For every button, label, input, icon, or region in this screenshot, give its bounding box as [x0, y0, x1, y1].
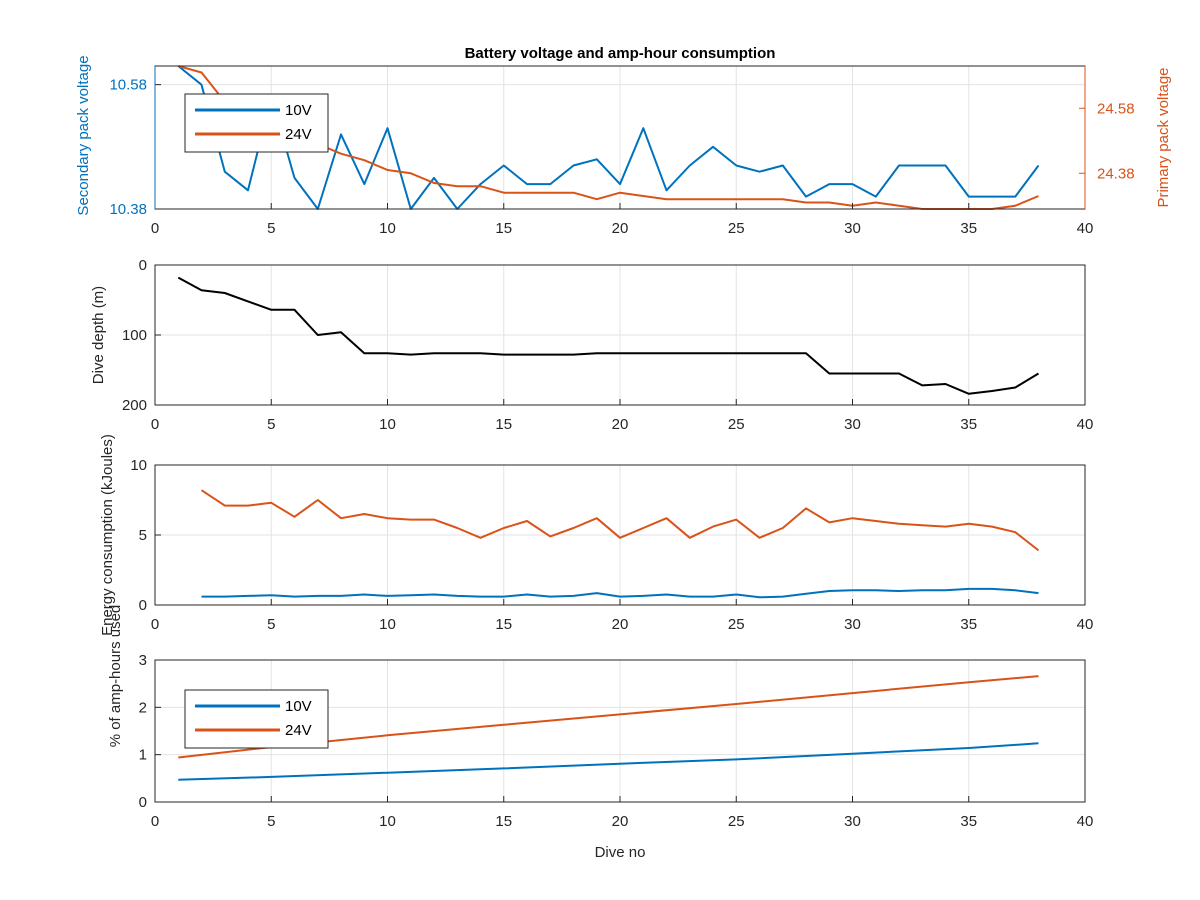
y-tick-label: 5: [139, 527, 147, 544]
x-tick-label: 15: [495, 616, 512, 633]
x-tick-label: 35: [960, 220, 977, 237]
x-tick-label: 0: [151, 220, 159, 237]
y-right-tick-label: 24.38: [1097, 165, 1135, 182]
x-tick-label: 15: [495, 813, 512, 830]
legend-label: 24V: [285, 126, 312, 143]
x-tick-label: 35: [960, 416, 977, 433]
x-tick-label: 15: [495, 220, 512, 237]
y-axis-label: Energy consumption (kJoules): [99, 434, 116, 636]
y-axis-label: Dive depth (m): [90, 286, 107, 384]
y-tick-label: 2: [139, 699, 147, 716]
x-tick-label: 20: [612, 416, 629, 433]
y-right-tick-label: 24.58: [1097, 100, 1135, 117]
y-tick-label: 0: [139, 597, 147, 614]
x-tick-label: 10: [379, 616, 396, 633]
x-tick-label: 40: [1077, 220, 1094, 237]
x-tick-label: 40: [1077, 616, 1094, 633]
chart-title: Battery voltage and amp-hour consumption: [465, 45, 776, 62]
x-tick-label: 30: [844, 416, 861, 433]
series-line-black: [177, 276, 1040, 395]
series-line-10v: [178, 742, 1039, 781]
x-tick-label: 25: [728, 416, 745, 433]
x-tick-label: 15: [495, 416, 512, 433]
series-line-10v: [201, 587, 1039, 599]
x-tick-label: 5: [267, 416, 275, 433]
x-tick-label: 25: [728, 220, 745, 237]
x-tick-label: 10: [379, 813, 396, 830]
y-tick-label: 200: [122, 397, 147, 414]
y-tick-label: 10.38: [109, 201, 147, 218]
panel-2: 0 5 10 15 20 25 30 35 40 0 100 200 Dive depth (m): [90, 257, 1093, 433]
x-tick-label: 10: [379, 416, 396, 433]
y-axis-label: % of amp-hours used: [107, 605, 124, 748]
x-tick-label: 30: [844, 813, 861, 830]
panel-3: 0 5 10 15 20 25 30 35 40 0 5 10 Energy consumption (…: [99, 434, 1093, 636]
y-axis-label-left: Secondary pack voltage: [75, 55, 92, 215]
x-tick-label: 5: [267, 813, 275, 830]
legend-box: [184, 93, 329, 153]
y-tick-label: 100: [122, 327, 147, 344]
y-tick-label: 3: [139, 652, 147, 669]
x-tick-label: 40: [1077, 416, 1094, 433]
x-tick-label: 35: [960, 616, 977, 633]
legend-label: 10V: [285, 102, 312, 119]
series-line-24v: [200, 489, 1040, 552]
y-tick-label: 0: [139, 257, 147, 274]
x-tick-label: 5: [267, 220, 275, 237]
panel-1: 0 5 10 15 20 25 30 35 40 10.38 10.58 24.38 24.58 Seco…: [75, 45, 1172, 237]
y-tick-label: 10.58: [109, 77, 147, 94]
y-tick-label: 0: [139, 794, 147, 811]
y-axis-label-right: Primary pack voltage: [1155, 67, 1172, 207]
x-tick-label: 25: [728, 813, 745, 830]
x-tick-label: 25: [728, 616, 745, 633]
legend-box: [184, 689, 329, 749]
x-tick-label: 30: [844, 220, 861, 237]
x-tick-label: 5: [267, 616, 275, 633]
x-axis-label: Dive no: [595, 844, 646, 861]
panel-4: 0 5 10 15 20 25 30 35 40 0 1 2 3 % of amp-hours used D…: [107, 605, 1093, 861]
x-tick-label: 0: [151, 416, 159, 433]
y-tick-label: 1: [139, 747, 147, 764]
x-tick-label: 35: [960, 813, 977, 830]
x-tick-label: 0: [151, 813, 159, 830]
x-tick-label: 30: [844, 616, 861, 633]
legend-label: 10V: [285, 698, 312, 715]
x-tick-label: 20: [612, 616, 629, 633]
legend-label: 24V: [285, 722, 312, 739]
x-tick-label: 10: [379, 220, 396, 237]
x-tick-label: 20: [612, 220, 629, 237]
x-tick-label: 20: [612, 813, 629, 830]
y-tick-label: 10: [130, 457, 147, 474]
x-tick-label: 0: [151, 616, 159, 633]
series-line-10v: [177, 65, 1040, 210]
x-tick-label: 40: [1077, 813, 1094, 830]
